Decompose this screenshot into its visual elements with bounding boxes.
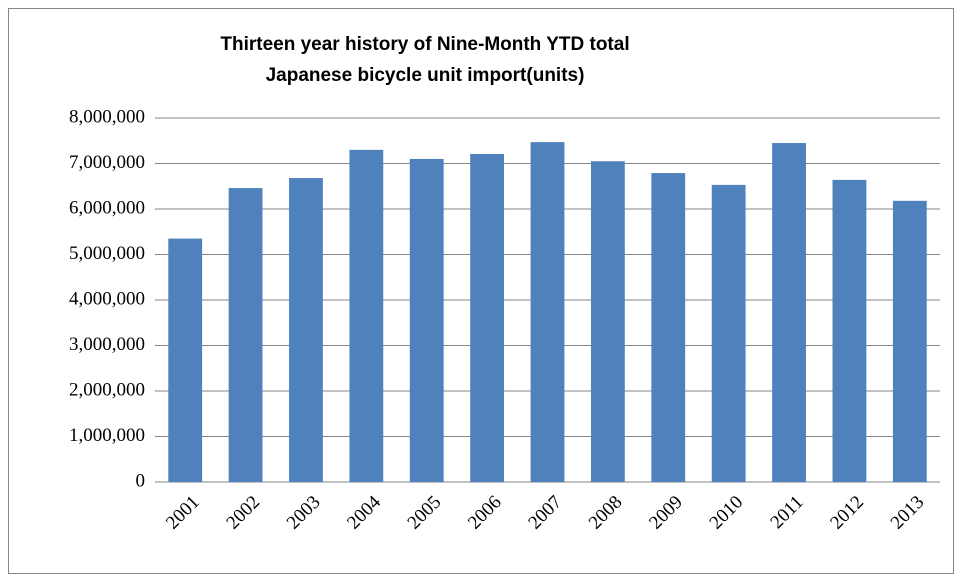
bar: [530, 142, 565, 483]
bar: [711, 184, 746, 482]
bar: [772, 143, 806, 482]
chart-title: Thirteen year history of Nine-Month YTD …: [220, 34, 629, 55]
bar: [470, 153, 505, 482]
y-tick-label: 5,000,000: [69, 243, 145, 264]
bar: [409, 158, 444, 482]
y-tick-label: 6,000,000: [69, 197, 145, 218]
bar: [349, 149, 384, 482]
bar: [590, 161, 625, 482]
chart-title: Japanese bicycle unit import(units): [266, 65, 585, 86]
bar: [892, 200, 927, 482]
y-tick-label: 7,000,000: [69, 152, 145, 173]
y-tick-label: 0: [136, 470, 146, 491]
y-tick-label: 1,000,000: [69, 425, 145, 446]
y-tick-label: 8,000,000: [69, 106, 145, 127]
bar: [168, 238, 203, 482]
y-tick-label: 2,000,000: [69, 379, 145, 400]
bar: [651, 173, 686, 482]
bar: [228, 188, 263, 482]
bar: [832, 179, 867, 482]
bar: [289, 178, 323, 482]
y-tick-label: 3,000,000: [69, 334, 145, 355]
y-tick-label: 4,000,000: [69, 288, 145, 309]
